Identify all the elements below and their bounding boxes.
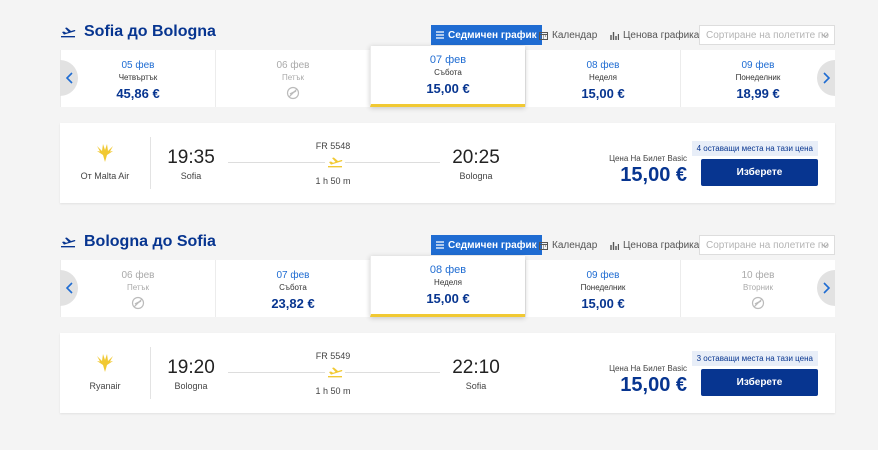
route-title: Sofia до Bologna <box>84 23 216 40</box>
seats-left: 4 оставащи места на тази цена <box>691 141 818 156</box>
day-price: 18,99 € <box>736 86 780 101</box>
day-date: 06 фев <box>276 60 310 71</box>
day-date: 07 фев <box>429 54 467 66</box>
sort-placeholder: Сортиране на полетите по <box>706 239 829 251</box>
depart-city: Bologna <box>174 381 208 391</box>
divider <box>150 347 151 399</box>
day-weekday: Неделя <box>434 278 462 287</box>
depart-time: 19:20 <box>167 357 215 378</box>
no-flights-icon <box>681 296 835 315</box>
sort-dropdown[interactable]: Сортиране на полетите по <box>699 235 835 255</box>
tab-label: Седмичен график <box>448 29 537 41</box>
divider <box>150 137 151 189</box>
day-cell[interactable]: 07 фев Събота 23,82 € <box>215 260 370 317</box>
depart-time: 19:35 <box>167 147 215 168</box>
no-flights-icon <box>61 296 215 315</box>
view-tab[interactable]: Седмичен график <box>431 25 542 45</box>
tab-label: Ценова графика <box>623 239 700 251</box>
view-tab[interactable]: Ценова графика <box>605 235 704 255</box>
select-button[interactable]: Изберете <box>701 159 818 186</box>
airline-name: От Malta Air <box>80 171 130 181</box>
day-weekday: Понеделник <box>735 73 781 82</box>
fare-price: 15,00 € <box>620 164 687 186</box>
day-weekday: Петък <box>281 73 305 82</box>
route-title: Bologna до Sofia <box>84 233 216 250</box>
view-tab[interactable]: Ценова графика <box>605 25 704 45</box>
arrive-time: 22:10 <box>452 357 500 378</box>
day-cell[interactable]: 07 фев Събота 15,00 € <box>370 46 525 107</box>
airline-logo <box>93 353 117 378</box>
sort-dropdown[interactable]: Сортиране на полетите по <box>699 25 835 45</box>
view-tab[interactable]: Календар <box>534 235 602 255</box>
fare-price: 15,00 € <box>620 374 687 396</box>
depart-city: Sofia <box>180 171 202 181</box>
view-tab[interactable]: Календар <box>534 25 602 45</box>
day-cell[interactable]: 08 фев Неделя 15,00 € <box>525 50 680 107</box>
day-cell[interactable]: 06 фев Петък <box>215 50 370 107</box>
day-cell[interactable]: 05 фев Четвъртък 45,86 € <box>60 50 215 107</box>
airline-name: Ryanair <box>89 381 121 391</box>
day-weekday: Понеделник <box>580 283 626 292</box>
day-price: 15,00 € <box>426 81 470 96</box>
day-price: 15,00 € <box>581 296 625 311</box>
day-weekday: Вторник <box>743 283 773 292</box>
day-weekday: Четвъртък <box>118 73 158 82</box>
day-price: 15,00 € <box>426 291 470 306</box>
next-arrow[interactable] <box>817 270 835 306</box>
section-header: Bologna до Sofia <box>60 233 216 251</box>
day-cell[interactable]: 09 фев Понеделник 15,00 € <box>525 260 680 317</box>
route-plane <box>325 155 345 173</box>
day-date: 06 фев <box>121 270 155 281</box>
fare-label: Цена На Билет Basic <box>609 364 687 373</box>
day-date: 10 фев <box>741 270 775 281</box>
day-date: 05 фев <box>121 60 155 71</box>
day-cell[interactable]: 10 фев Вторник <box>680 260 835 317</box>
no-flights-icon <box>216 86 370 105</box>
day-date: 08 фев <box>586 60 620 71</box>
day-date: 09 фев <box>586 270 620 281</box>
day-cell[interactable]: 06 фев Петък <box>60 260 215 317</box>
tab-label: Седмичен график <box>448 239 537 251</box>
flight-duration: 1 h 50 m <box>315 386 351 396</box>
prev-arrow[interactable] <box>60 270 78 306</box>
day-price: 23,82 € <box>271 296 315 311</box>
fare-label: Цена На Билет Basic <box>609 154 687 163</box>
flight-duration: 1 h 50 m <box>315 176 351 186</box>
day-date: 09 фев <box>741 60 775 71</box>
route-plane <box>325 365 345 383</box>
arrive-time: 20:25 <box>452 147 500 168</box>
flight-number: FR 5548 <box>315 141 351 151</box>
tab-label: Ценова графика <box>623 29 700 41</box>
day-date: 08 фев <box>429 264 467 276</box>
date-strip: 05 фев Четвъртък 45,86 € 06 фев Петък 07 ф… <box>60 46 835 107</box>
flight-card: Ryanair 19:20 Bologna FR 5549 1 h 50 m 2… <box>60 333 835 413</box>
prev-arrow[interactable] <box>60 60 78 96</box>
day-weekday: Събота <box>434 68 462 77</box>
select-button[interactable]: Изберете <box>701 369 818 396</box>
day-cell[interactable]: 08 фев Неделя 15,00 € <box>370 256 525 317</box>
day-date: 07 фев <box>276 270 310 281</box>
arrive-city: Bologna <box>459 171 493 181</box>
arrive-city: Sofia <box>465 381 487 391</box>
date-strip: 06 фев Петък 07 фев Събота 23,82 € 08 фев Н… <box>60 256 835 317</box>
tab-label: Календар <box>552 29 598 41</box>
day-price: 15,00 € <box>581 86 625 101</box>
airline-logo <box>93 143 117 168</box>
flight-number: FR 5549 <box>315 351 351 361</box>
sort-placeholder: Сортиране на полетите по <box>706 29 829 41</box>
day-price: 45,86 € <box>116 86 160 101</box>
view-tab[interactable]: Седмичен график <box>431 235 542 255</box>
flight-card: От Malta Air 19:35 Sofia FR 5548 1 h 50 … <box>60 123 835 203</box>
day-weekday: Неделя <box>589 73 617 82</box>
seats-left: 3 оставащи места на тази цена <box>691 351 818 366</box>
day-cell[interactable]: 09 фев Понеделник 18,99 € <box>680 50 835 107</box>
section-header: Sofia до Bologna <box>60 23 216 41</box>
next-arrow[interactable] <box>817 60 835 96</box>
day-weekday: Петък <box>126 283 150 292</box>
tab-label: Календар <box>552 239 598 251</box>
day-weekday: Събота <box>279 283 307 292</box>
